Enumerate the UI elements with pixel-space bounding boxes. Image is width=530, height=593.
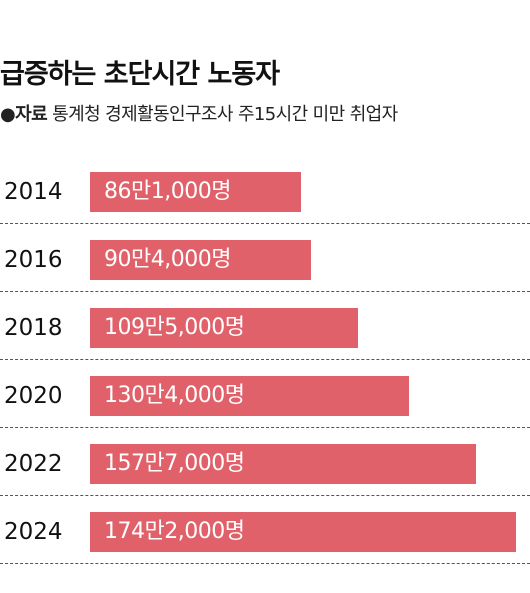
year-label: 2024: [4, 519, 63, 545]
bar: 109만5,000명: [90, 308, 358, 348]
bar-value-label: 130만4,000명: [104, 383, 245, 408]
year-label: 2022: [4, 451, 63, 477]
bar-value-label: 157만7,000명: [104, 451, 245, 476]
year-label: 2014: [4, 179, 63, 205]
year-label: 2020: [4, 383, 63, 409]
year-label: 2016: [4, 247, 63, 273]
bar-value-label: 109만5,000명: [104, 315, 245, 340]
source-line: ●자료 통계청 경제활동인구조사 주15시간 미만 취업자: [0, 100, 398, 126]
source-marker: ●: [0, 104, 16, 125]
bar: 90만4,000명: [90, 240, 312, 280]
bar: 86만1,000명: [90, 172, 301, 212]
row-divider: [0, 427, 530, 428]
row-divider: [0, 563, 530, 564]
bar: 157만7,000명: [90, 444, 476, 484]
source-text: 통계청 경제활동인구조사 주15시간 미만 취업자: [52, 104, 398, 125]
row-divider: [0, 495, 530, 496]
row-divider: [0, 359, 530, 360]
row-divider: [0, 291, 530, 292]
chart-title: 급증하는 초단시간 노동자: [0, 59, 280, 90]
bar-value-label: 90만4,000명: [104, 247, 231, 272]
bar-value-label: 174만2,000명: [104, 519, 245, 544]
row-divider: [0, 223, 530, 224]
year-label: 2018: [4, 315, 63, 341]
bar: 130만4,000명: [90, 376, 409, 416]
bar-value-label: 86만1,000명: [104, 179, 231, 204]
source-label: 자료: [15, 104, 48, 125]
bar-chart: 2014 86만1,000명 2016 90만4,000명 2018 109만5,000명…: [0, 155, 530, 575]
bar: 174만2,000명: [90, 512, 516, 552]
